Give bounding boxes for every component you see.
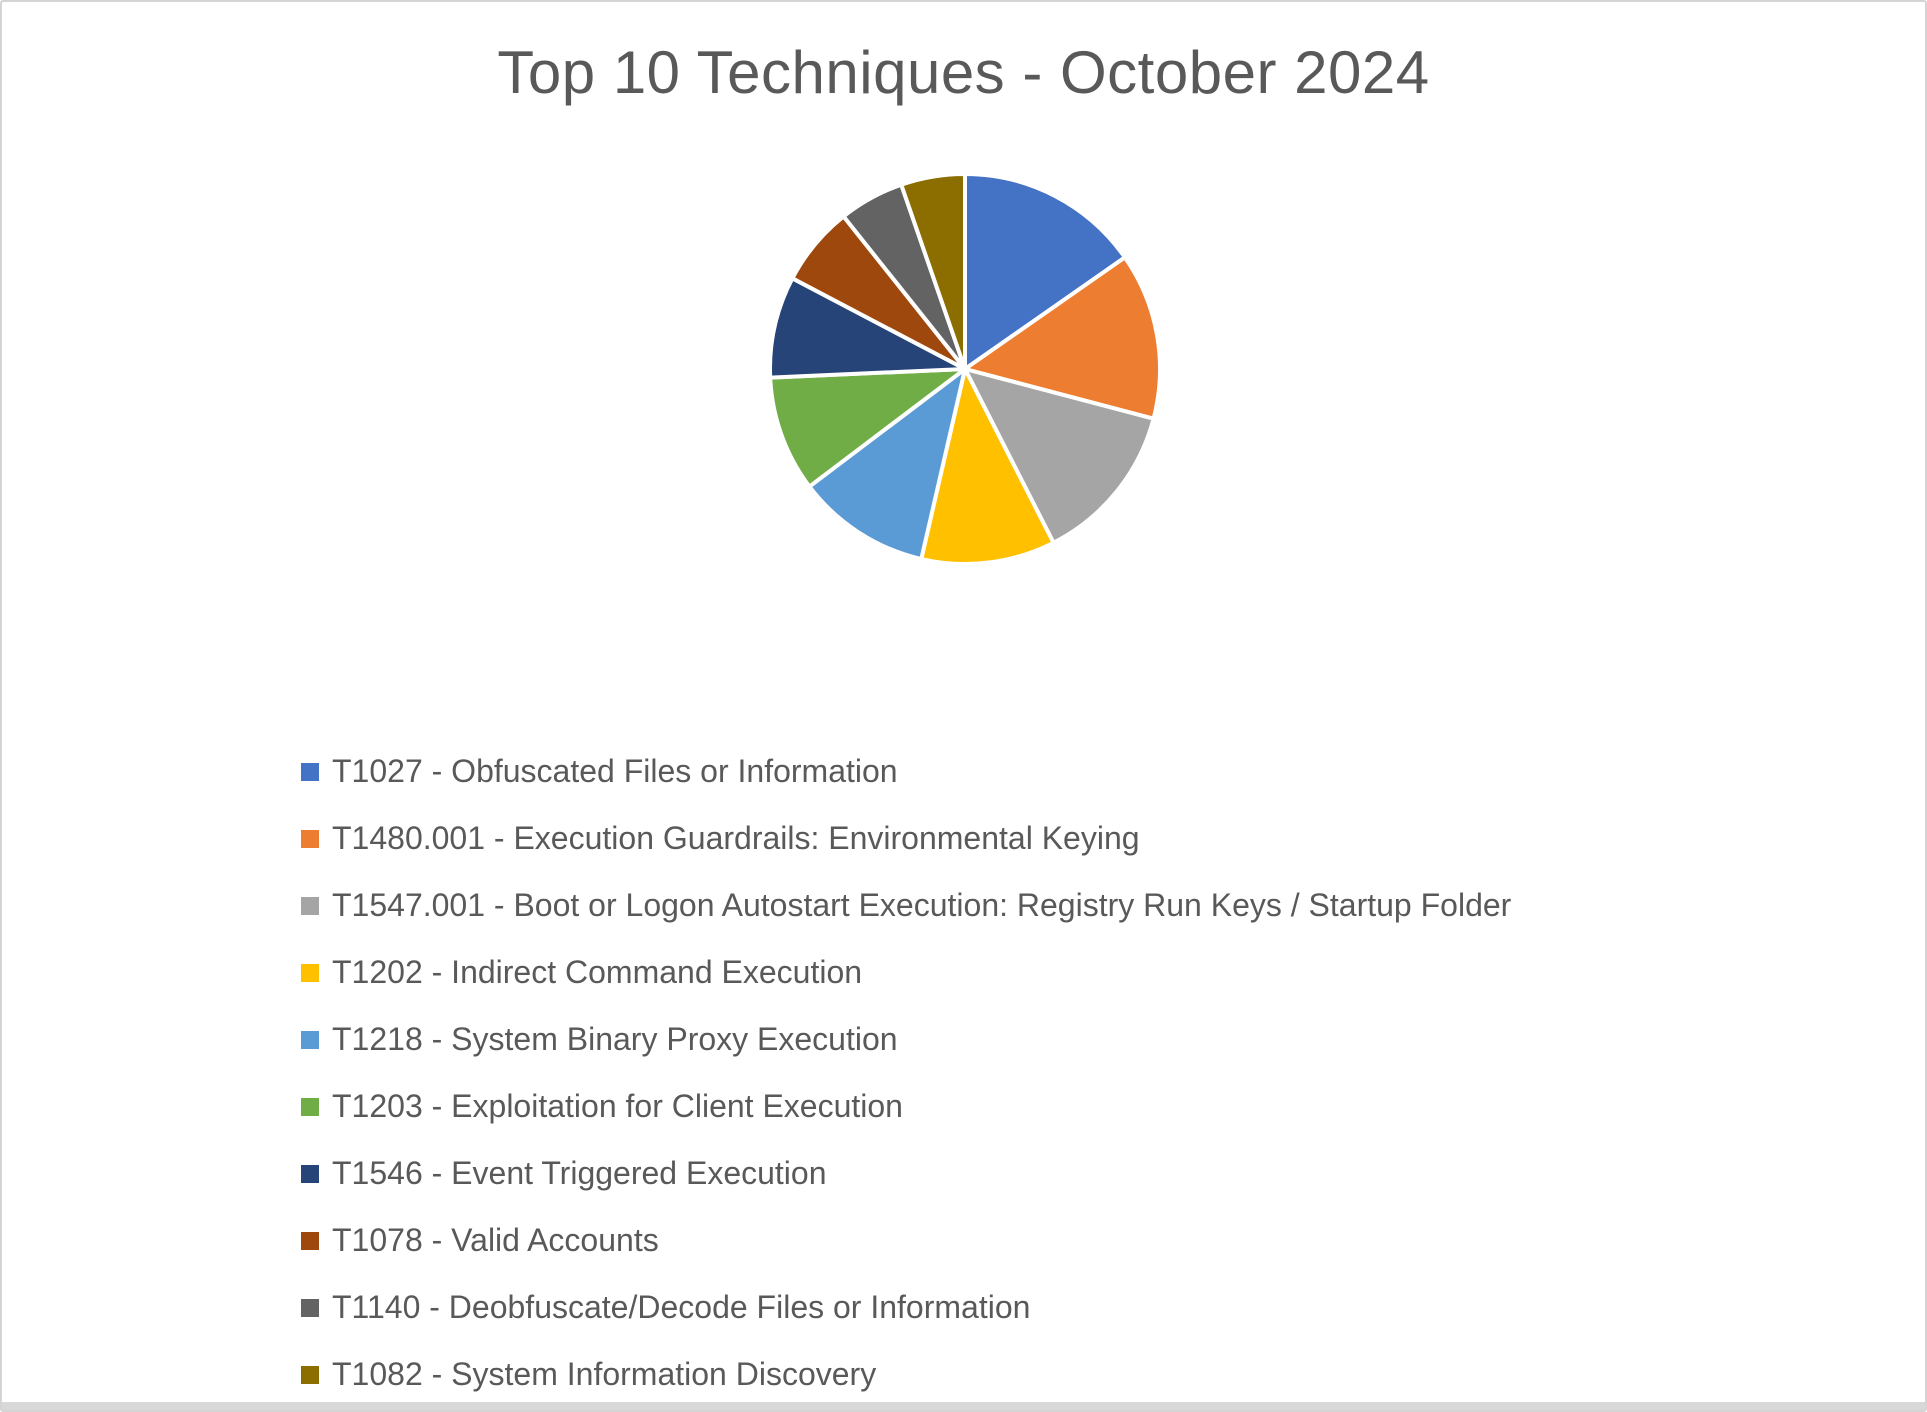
legend-label: T1546 - Event Triggered Execution: [332, 1154, 827, 1191]
legend-swatch: [301, 896, 319, 915]
legend-label: T1547.001 - Boot or Logon Autostart Exec…: [332, 886, 1512, 923]
legend-item-8: T1078 - Valid Accounts: [301, 1207, 1511, 1274]
legend-swatch: [301, 1030, 319, 1049]
legend-swatch: [301, 1298, 319, 1317]
legend-swatch: [301, 1164, 319, 1183]
legend-label: T1203 - Exploitation for Client Executio…: [332, 1087, 903, 1124]
pie-slice-10: [899, 172, 967, 371]
legend-label: T1027 - Obfuscated Files or Information: [332, 752, 898, 789]
legend-item-9: T1140 - Deobfuscate/Decode Files or Info…: [301, 1274, 1511, 1341]
chart-title: Top 10 Techniques - October 2024: [497, 39, 1430, 106]
legend-label: T1480.001 - Execution Guardrails: Enviro…: [332, 819, 1140, 856]
legend-item-1: T1027 - Obfuscated Files or Information: [301, 738, 1511, 805]
legend-swatch: [301, 762, 319, 781]
pie-slice-6: [768, 367, 967, 489]
legend-item-7: T1546 - Event Triggered Execution: [301, 1140, 1511, 1207]
legend-swatch: [301, 1365, 319, 1384]
chart-legend: T1027 - Obfuscated Files or Information T…: [301, 738, 1511, 1408]
legend-item-3: T1547.001 - Boot or Logon Autostart Exec…: [301, 872, 1511, 939]
legend-label: T1202 - Indirect Command Execution: [332, 953, 863, 990]
legend-swatch: [301, 963, 319, 982]
legend-swatch: [301, 1097, 319, 1116]
pie-slice-3: [963, 367, 1156, 545]
pie-slice-5: [807, 367, 967, 562]
legend-item-5: T1218 - System Binary Proxy Execution: [301, 1006, 1511, 1073]
legend-label: T1140 - Deobfuscate/Decode Files or Info…: [332, 1288, 1031, 1325]
legend-swatch: [301, 829, 319, 848]
pie-slice-1: [963, 172, 1127, 371]
legend-swatch: [301, 1231, 319, 1250]
legend-item-2: T1480.001 - Execution Guardrails: Enviro…: [301, 805, 1511, 872]
legend-label: T1082 - System Information Discovery: [332, 1355, 877, 1392]
pie-chart: [768, 172, 1162, 566]
legend-item-10: T1082 - System Information Discovery: [301, 1341, 1511, 1408]
bottom-edge: [2, 1402, 1925, 1410]
legend-label: T1078 - Valid Accounts: [332, 1221, 659, 1258]
legend-label: T1218 - System Binary Proxy Execution: [332, 1020, 898, 1057]
legend-item-6: T1203 - Exploitation for Client Executio…: [301, 1073, 1511, 1140]
legend-item-4: T1202 - Indirect Command Execution: [301, 939, 1511, 1006]
pie-slice-2: [963, 255, 1162, 421]
